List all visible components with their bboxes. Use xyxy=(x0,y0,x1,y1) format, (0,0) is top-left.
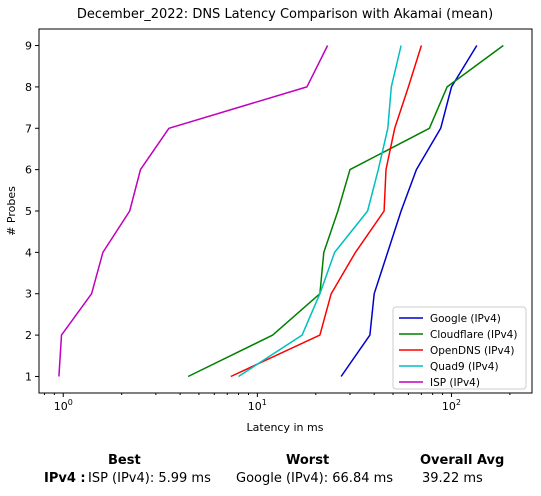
legend: Google (IPv4) Cloudflare (IPv4) OpenDNS (I… xyxy=(392,306,527,390)
legend-label: OpenDNS (IPv4) xyxy=(430,345,515,357)
worst-value: Google (IPv4): 66.84 ms xyxy=(236,471,394,486)
series-line-4 xyxy=(58,45,329,377)
y-axis-ticks: 1 2 3 4 5 6 7 8 9 xyxy=(25,40,39,383)
x-tick-label: 100 xyxy=(54,398,73,413)
summary-table: Best Worst Overall Avg IPv4 : ISP (IPv4)… xyxy=(0,448,541,496)
y-tick-label: 2 xyxy=(25,329,32,342)
y-tick-label: 6 xyxy=(25,164,32,177)
overall-avg-header: Overall Avg xyxy=(420,453,505,468)
legend-label: ISP (IPv4) xyxy=(430,377,480,389)
x-tick-label: 102 xyxy=(442,398,461,413)
y-tick-label: 4 xyxy=(25,246,32,259)
y-tick-label: 9 xyxy=(25,40,32,53)
legend-label: Google (IPv4) xyxy=(430,313,501,325)
ipv4-row-label: IPv4 : xyxy=(44,471,86,486)
legend-label: Cloudflare (IPv4) xyxy=(430,329,517,341)
series-lines xyxy=(58,44,504,378)
y-tick-label: 7 xyxy=(25,122,32,135)
y-tick-label: 5 xyxy=(25,205,32,218)
series-line-0 xyxy=(340,45,478,377)
worst-header: Worst xyxy=(286,453,330,468)
series-line-1 xyxy=(187,44,504,378)
y-axis-label: # Probes xyxy=(5,186,18,236)
x-axis-label: Latency in ms xyxy=(247,421,324,434)
best-header: Best xyxy=(108,453,141,468)
legend-box xyxy=(392,306,527,390)
chart-title: December_2022: DNS Latency Comparison wi… xyxy=(77,7,493,22)
latency-chart: December_2022: DNS Latency Comparison wi… xyxy=(5,7,533,434)
series-line-3 xyxy=(238,45,402,378)
best-value: ISP (IPv4): 5.99 ms xyxy=(88,471,211,486)
series-line-2 xyxy=(230,45,423,378)
y-tick-label: 1 xyxy=(25,370,32,383)
legend-label: Quad9 (IPv4) xyxy=(430,361,499,373)
x-axis-ticks: 100 101 102 xyxy=(43,393,511,413)
x-tick-label: 101 xyxy=(248,398,267,413)
overall-avg-value: 39.22 ms xyxy=(422,471,483,486)
y-tick-label: 8 xyxy=(25,81,32,94)
y-tick-label: 3 xyxy=(25,288,32,301)
